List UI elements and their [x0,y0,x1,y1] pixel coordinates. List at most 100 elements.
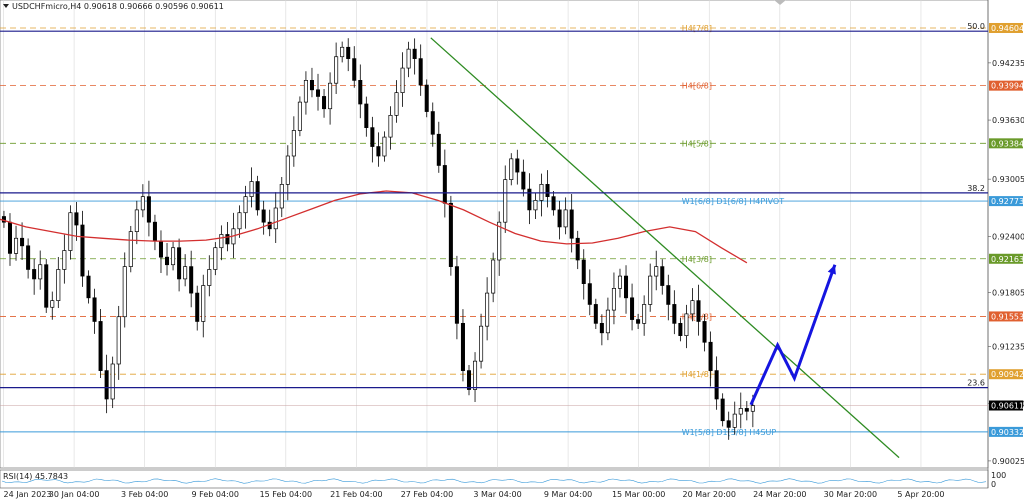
candle-body [678,322,683,336]
grid [3,0,922,468]
candle-body [370,127,375,147]
candle-body [328,82,333,110]
price-tag-text: 0.90332 [991,428,1024,437]
candle-body [442,165,447,204]
candle-body [104,370,109,400]
fib-label: 23.6 [967,379,985,388]
candle-body [358,80,363,105]
price-tag-bg [989,138,1023,149]
candle-body [128,231,133,267]
chart-symbol-info: USDCHFmicro,H4 0.90618 0.90666 0.90596 0… [12,2,224,11]
candle-body [581,259,586,284]
candle-body [593,304,598,324]
candle-body [297,101,302,131]
level-label: H4[1/8] [682,370,712,379]
candle-body [225,234,230,245]
candle-body [165,256,170,266]
candle-body [285,155,290,185]
candle-body [503,179,508,223]
candle-body [448,202,453,267]
candle-body [394,92,399,116]
rsi-line [1,478,987,484]
level-label: H4[6/8] [682,82,712,91]
candle-body [62,250,67,270]
candle-body [714,370,719,400]
candle-body [219,234,224,249]
price-tag-text: 0.92163 [991,255,1024,264]
candle-body [74,212,79,226]
candle-body [122,266,127,318]
price-tick-label: 0.93005 [992,175,1024,184]
price-tick-label: 0.91805 [992,289,1024,298]
price-tag-text: 0.93384 [991,139,1024,148]
current-price-tag-bg [989,400,1023,411]
candle-body [720,398,725,422]
price-tag-bg [989,253,1023,264]
time-tick-label: 27 Feb 04:00 [401,490,453,499]
current-price-tag-text: 0.90611 [991,402,1024,411]
candle-body [303,80,308,103]
candle-body [702,321,707,343]
time-tick-label: 3 Mar 04:00 [473,490,521,499]
time-tick-label: 9 Mar 04:00 [544,490,592,499]
time-tick-label: 9 Feb 04:00 [192,490,239,499]
candle-body [491,259,496,294]
candle-body [98,321,103,371]
candle-body [92,297,97,322]
candle-body [140,196,145,211]
candle-body [611,288,616,311]
candle-body [732,413,737,428]
candle-body [406,48,411,69]
candle-body [261,209,266,223]
candle-body [563,209,568,228]
time-tick-label: 30 Mar 20:00 [824,490,877,499]
candle-body [672,304,677,324]
symbol-dropdown-icon[interactable] [3,4,9,8]
candle-body [454,266,459,324]
fib-label: 50.0 [967,22,985,31]
candle-body [605,309,610,334]
candle-body [334,56,339,84]
candle-body [648,275,653,305]
candle-body [346,46,351,59]
candle-body [376,146,381,157]
candle-body [569,209,574,239]
level-label: W1[6/8] D1[6/8] H4PIVOT [682,197,784,206]
candle-body [177,247,182,280]
candle-body [322,96,327,110]
candle-body [660,266,665,286]
candle-body [617,275,622,289]
rsi-pane [0,469,989,489]
candle-body [352,58,357,81]
time-tick-label: 21 Feb 04:00 [330,490,382,499]
candle-body [418,58,423,86]
shift-marker-icon[interactable] [774,0,786,5]
candle-body [521,171,526,190]
candle-body [575,237,580,261]
level-label: H4[3/8] [682,255,712,264]
candle-body [750,405,755,412]
level-label: H4[7/8] [682,24,712,33]
time-tick-label: 30 Jan 04:00 [49,490,100,499]
price-tick-label: 0.93630 [992,116,1024,125]
candle-body [255,181,260,211]
candle-body [201,285,206,322]
candle-body [110,363,115,400]
candle-body [152,221,157,242]
candle-body [545,184,550,198]
price-tag-bg [989,369,1023,380]
candle-body [527,188,532,211]
time-tick-label: 24 Mar 20:00 [753,490,806,499]
candle-body [116,316,121,365]
candle-body [497,221,502,261]
candle-body [56,269,61,302]
candle-body [630,297,635,320]
candle-body [213,247,218,270]
candle-body [388,114,393,138]
candle-body [400,67,405,94]
candle-body [509,158,514,180]
candle-body [134,209,139,232]
candle-body [26,245,31,270]
rsi-axis-top: 100 [991,471,1006,480]
